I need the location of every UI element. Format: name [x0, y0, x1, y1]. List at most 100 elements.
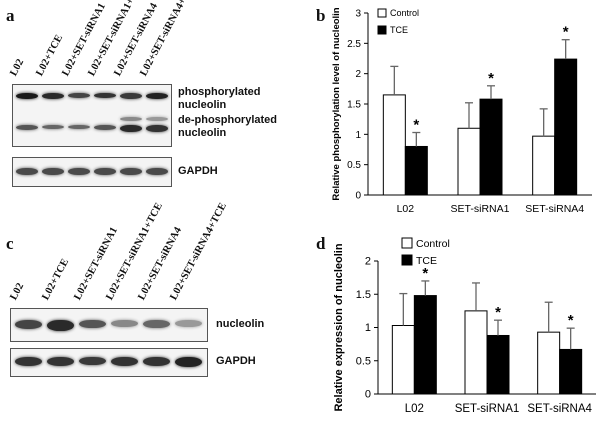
category-label: SET-siRNA4	[525, 203, 584, 215]
legend-swatch-tce	[401, 254, 413, 266]
nucleolin-band	[47, 320, 74, 331]
gapdh-band	[68, 168, 90, 175]
label-nucleolin-c: nucleolin	[216, 318, 265, 330]
blot-a-lane-label: L02	[8, 57, 27, 78]
gapdh-band	[146, 168, 168, 175]
dephospho-nucleolin-band	[16, 125, 38, 130]
y-tick-label: 2	[355, 69, 361, 80]
blot-c-lane-label: L02+SET-siRNA1+TCE	[104, 201, 165, 302]
panel-letter-c: c	[6, 234, 14, 253]
legend-swatch-tce	[377, 25, 387, 35]
y-tick-label: 0	[365, 389, 371, 401]
gapdh-band	[120, 168, 142, 175]
legend-label-control: Control	[416, 238, 450, 250]
y-axis-label: Relative expression of nucleolin	[333, 243, 345, 411]
significance-star: *	[495, 304, 501, 321]
bar-control	[382, 94, 406, 196]
nucleolin-band	[15, 320, 42, 329]
category-label: SET-siRNA1	[455, 403, 520, 415]
phospho-nucleolin-band	[120, 93, 142, 99]
dephospho-nucleolin-band	[42, 125, 64, 129]
significance-star: *	[488, 70, 494, 87]
bar-tce	[413, 295, 437, 395]
blot-c-nucleolin	[10, 308, 208, 342]
nucleolin-band	[175, 320, 202, 327]
label-phosphorylated-line1: phosphorylated	[178, 86, 261, 98]
phospho-nucleolin-band	[42, 93, 64, 99]
bar-tce	[559, 348, 583, 395]
gapdh-band	[143, 357, 170, 366]
category-label: L02	[397, 203, 415, 215]
y-tick-label: 1	[365, 322, 371, 334]
bar-tce	[486, 334, 510, 395]
y-tick-label: 1	[355, 130, 361, 141]
legend-swatch-control	[377, 8, 387, 18]
legend-label-tce: TCE	[416, 255, 437, 267]
blot-c-gapdh	[10, 348, 208, 377]
y-axis-label: Relative phosphorylation level of nucleo…	[331, 7, 342, 200]
y-tick-label: 3	[355, 9, 361, 20]
category-label: SET-siRNA1	[451, 203, 510, 215]
gapdh-band	[111, 357, 138, 366]
gapdh-band	[42, 168, 64, 175]
gapdh-band	[79, 357, 106, 365]
label-gapdh-c: GAPDH	[216, 355, 256, 367]
panel-letter-d: d	[316, 234, 326, 253]
y-tick-label: 2	[365, 256, 371, 268]
y-tick-label: 0.5	[347, 160, 361, 171]
nucleolin-band	[111, 320, 138, 327]
phospho-nucleolin-band	[94, 93, 116, 98]
legend-label-tce: TCE	[390, 25, 408, 35]
y-tick-label: 1.5	[347, 100, 361, 111]
category-label: L02	[405, 403, 424, 415]
bar-tce	[554, 58, 578, 196]
label-dephosphorylated: de-phosphorylated nucleolin	[178, 114, 277, 140]
bar-tce	[404, 145, 428, 196]
dephospho-nucleolin-band	[146, 125, 168, 132]
phospho-nucleolin-band	[146, 93, 168, 99]
blot-c-lane-label: L02+TCE	[40, 257, 72, 302]
y-tick-label: 0	[355, 191, 361, 202]
bar-control	[464, 310, 488, 395]
chart-b: 0 0.5 1 1.5 2 2.5 3 Relative phosphorylation le…	[331, 7, 592, 215]
significance-star: *	[568, 312, 574, 329]
y-tick-label: 0.5	[356, 355, 371, 367]
chart-d: 0 0.5 1 1.5 2 Relative expression of nucleoli…	[333, 237, 596, 415]
smear-band	[120, 117, 142, 121]
panel-letter-a: a	[6, 6, 15, 25]
gapdh-band	[94, 168, 116, 175]
bar-tce	[479, 98, 503, 196]
bar-control	[391, 325, 415, 395]
significance-star: *	[422, 265, 428, 282]
panel-letter-b: b	[316, 6, 326, 25]
label-gapdh-a: GAPDH	[178, 165, 218, 177]
y-tick-label: 1.5	[356, 289, 371, 301]
bar-control	[532, 135, 556, 196]
gapdh-band	[175, 357, 202, 367]
gapdh-band	[16, 168, 38, 175]
label-dephosphorylated-line2: nucleolin	[178, 127, 227, 139]
blot-c-lane-label: L02	[8, 281, 27, 302]
gapdh-band	[15, 357, 42, 366]
dephospho-nucleolin-band	[120, 125, 142, 132]
dephospho-nucleolin-band	[68, 125, 90, 129]
phospho-nucleolin-band	[16, 93, 38, 99]
smear-band	[146, 117, 168, 121]
blot-a-nucleolin	[12, 84, 172, 147]
significance-star: *	[563, 24, 569, 41]
y-tick-label: 2.5	[347, 39, 361, 50]
label-phosphorylated-line2: nucleolin	[178, 99, 227, 111]
legend-label-control: Control	[390, 8, 419, 18]
legend-swatch-control	[401, 237, 413, 249]
dephospho-nucleolin-band	[94, 125, 116, 130]
significance-star: *	[413, 117, 419, 134]
blot-a-gapdh	[12, 157, 172, 187]
bar-control	[537, 331, 561, 395]
label-phosphorylated: phosphorylated nucleolin	[178, 86, 261, 112]
bar-control	[457, 127, 481, 196]
nucleolin-band	[143, 320, 170, 328]
blot-c-lane-label: L02+SET-siRNA4+TCE	[168, 201, 229, 302]
nucleolin-band	[79, 320, 106, 328]
phospho-nucleolin-band	[68, 93, 90, 98]
category-label: SET-siRNA4	[527, 403, 592, 415]
